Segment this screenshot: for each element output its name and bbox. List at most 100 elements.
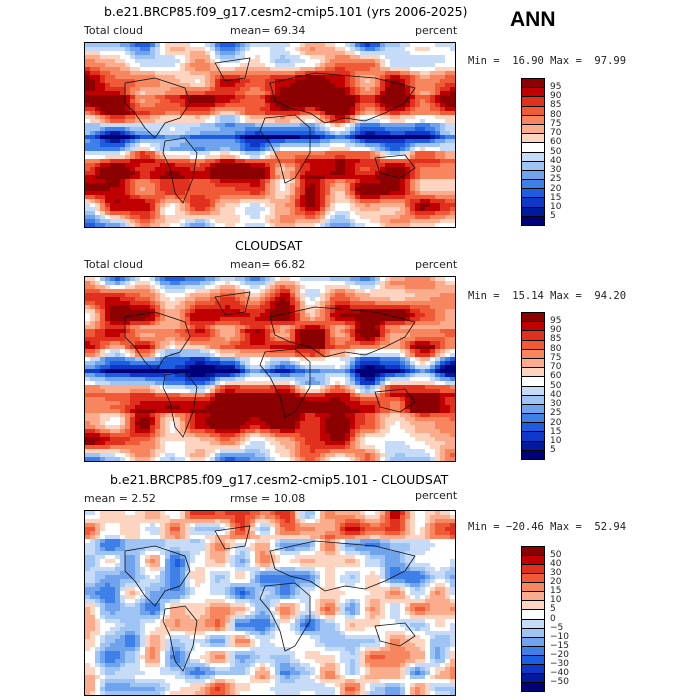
colorbar-swatch	[522, 79, 544, 89]
colorbar-swatch	[522, 574, 544, 584]
colorbar-swatch	[522, 565, 544, 575]
panel-1-units-label: percent	[415, 24, 458, 37]
colorbar-swatch	[522, 170, 544, 181]
colorbar-swatch	[522, 358, 544, 369]
panel-1-cloud-field	[85, 43, 455, 227]
colorbar-swatch	[522, 331, 544, 341]
colorbar-swatch	[522, 682, 544, 691]
colorbar-swatch	[522, 404, 544, 415]
panel-3-title: b.e21.BRCP85.f09_g17.cesm2-cmip5.101 - C…	[110, 472, 449, 487]
colorbar-tick-label: 50	[550, 549, 562, 560]
colorbar-tick-label: 75	[550, 118, 562, 129]
colorbar-tick-label: 95	[550, 315, 562, 326]
colorbar-swatch	[522, 395, 544, 405]
colorbar-swatch	[522, 180, 544, 190]
colorbar-tick-label: 10	[550, 436, 562, 446]
colorbar-tick-label: 10	[550, 202, 562, 212]
panel-3-minmax: Min = −20.46 Max = 52.94	[468, 521, 627, 533]
colorbar-tick-label: 60	[550, 137, 562, 148]
colorbar-tick-label: 50	[550, 146, 562, 157]
colorbar-tick-label: 15	[550, 426, 562, 437]
panel-1-variable-label: Total cloud	[84, 24, 143, 37]
panel-2-mean-label: mean= 66.82	[230, 258, 306, 271]
colorbar-swatch	[522, 655, 544, 665]
colorbar-swatch	[522, 124, 544, 135]
colorbar-tick-label: 70	[550, 362, 562, 372]
colorbar-tick-label: 0	[550, 613, 556, 624]
colorbar-tick-label: −5	[550, 622, 564, 633]
colorbar-swatch	[522, 556, 544, 566]
colorbar-tick-label: 90	[550, 91, 562, 101]
panel-3-colorbar	[521, 546, 545, 692]
colorbar-swatch	[522, 432, 544, 442]
colorbar-tick-label: 40	[550, 389, 562, 400]
colorbar-tick-label: −40	[550, 668, 569, 679]
season-label: ANN	[510, 8, 556, 31]
colorbar-tick-label: 5	[550, 211, 556, 222]
colorbar-tick-label: 30	[550, 567, 562, 578]
panel-2-cloud-field	[85, 277, 455, 461]
panel-3-mean-label: mean = 2.52	[84, 492, 156, 505]
panel-2-variable-label: Total cloud	[84, 258, 143, 271]
panel-1-map	[84, 42, 456, 228]
colorbar-tick-label: 85	[550, 334, 562, 345]
colorbar-tick-label: 20	[550, 183, 562, 194]
panel-3-colorbar-labels: 50 40 30 20 15 10 5 0 −5 −10 −15 −20 −30 −40 −50	[550, 546, 580, 692]
colorbar-swatch	[522, 414, 544, 424]
colorbar-swatch	[522, 134, 544, 144]
colorbar-swatch	[522, 207, 544, 217]
colorbar-swatch	[522, 368, 544, 378]
colorbar-tick-label: 75	[550, 352, 562, 363]
colorbar-tick-label: 25	[550, 408, 562, 419]
panel-1-colorbar-labels: 95 90 85 80 75 70 60 50 40 30 25 20 15 10 5	[550, 78, 580, 226]
colorbar-swatch	[522, 97, 544, 107]
colorbar-swatch	[522, 619, 544, 629]
panel-2-colorbar-labels: 95 90 85 80 75 70 60 50 40 30 25 20 15 10 5	[550, 312, 580, 460]
panel-3-map	[84, 510, 456, 696]
colorbar-tick-label: 20	[550, 577, 562, 587]
colorbar-swatch	[522, 349, 544, 359]
panel-3-difference-field	[85, 511, 455, 695]
colorbar-tick-label: −30	[550, 659, 569, 670]
colorbar-swatch	[522, 115, 544, 125]
colorbar-swatch	[522, 601, 544, 611]
colorbar-tick-label: 80	[550, 343, 562, 354]
colorbar-swatch	[522, 583, 544, 593]
colorbar-swatch	[522, 152, 544, 162]
colorbar-tick-label: −20	[550, 650, 569, 660]
panel-2-colorbar	[521, 312, 545, 460]
colorbar-tick-label: 40	[550, 558, 562, 569]
colorbar-tick-label: 30	[550, 399, 562, 409]
colorbar-swatch	[522, 340, 544, 350]
colorbar-tick-label: 15	[550, 192, 562, 203]
panel-1-mean-label: mean= 69.34	[230, 24, 306, 37]
colorbar-tick-label: 95	[550, 81, 562, 92]
panel-2-units-label: percent	[415, 258, 458, 271]
colorbar-tick-label: 70	[550, 128, 562, 138]
panel-1-title: b.e21.BRCP85.f09_g17.cesm2-cmip5.101 (yr…	[104, 4, 468, 19]
panel-3-units-label: percent	[415, 489, 458, 502]
colorbar-tick-label: 85	[550, 100, 562, 111]
colorbar-swatch	[522, 592, 544, 602]
colorbar-tick-label: 50	[550, 380, 562, 391]
panel-1-minmax: Min = 16.90 Max = 97.99	[468, 55, 627, 67]
colorbar-tick-label: 10	[550, 595, 562, 606]
colorbar-tick-label: 30	[550, 165, 562, 175]
colorbar-swatch	[522, 313, 544, 323]
colorbar-swatch	[522, 450, 544, 459]
colorbar-swatch	[522, 189, 544, 199]
colorbar-swatch	[522, 423, 544, 433]
colorbar-swatch	[522, 664, 544, 674]
colorbar-swatch	[522, 637, 544, 647]
colorbar-swatch	[522, 161, 544, 171]
colorbar-tick-label: −10	[550, 631, 569, 642]
colorbar-tick-label: 80	[550, 109, 562, 120]
colorbar-swatch	[522, 547, 544, 557]
colorbar-swatch	[522, 88, 544, 98]
colorbar-swatch	[522, 673, 544, 683]
colorbar-swatch	[522, 322, 544, 332]
colorbar-swatch	[522, 216, 544, 225]
colorbar-swatch	[522, 143, 544, 153]
colorbar-tick-label: 5	[550, 445, 556, 456]
colorbar-tick-label: −15	[550, 640, 569, 651]
